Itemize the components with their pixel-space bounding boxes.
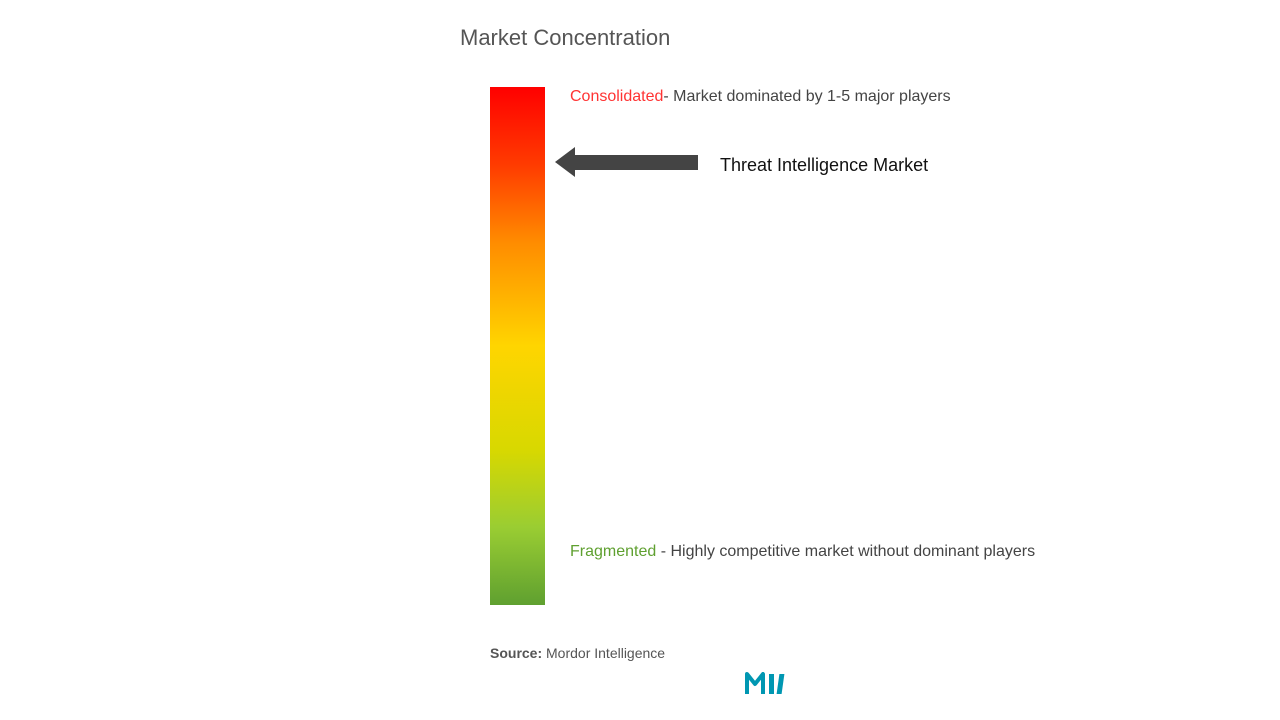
consolidated-keyword: Consolidated [570, 88, 663, 105]
marker-arrow-icon [573, 155, 698, 170]
market-name-label: Threat Intelligence Market [720, 155, 928, 176]
consolidated-label: Consolidated- Market dominated by 1-5 ma… [570, 88, 951, 106]
chart-title: Market Concentration [460, 25, 670, 51]
fragmented-label: Fragmented - Highly competitive market w… [570, 538, 1035, 567]
source-attribution: Source: Mordor Intelligence [490, 645, 665, 661]
fragmented-description: - Highly competitive market without domi… [656, 543, 1035, 560]
source-prefix: Source: [490, 645, 542, 661]
brand-logo-icon [745, 672, 787, 696]
fragmented-keyword: Fragmented [570, 543, 656, 560]
consolidated-description: - Market dominated by 1-5 major players [663, 88, 950, 105]
marker-arrow-container [573, 155, 698, 170]
concentration-gradient-bar [490, 87, 545, 605]
source-value: Mordor Intelligence [546, 645, 665, 661]
